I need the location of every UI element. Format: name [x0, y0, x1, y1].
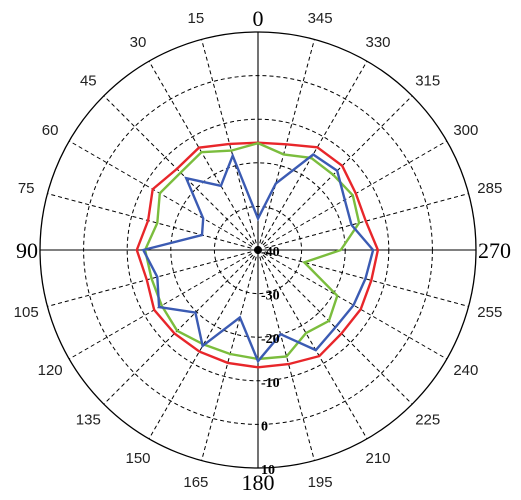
angle-tick-label: 15 — [188, 10, 205, 27]
angle-tick-label: 195 — [308, 474, 333, 491]
angle-tick-label: 45 — [80, 72, 97, 89]
radial-tick-label: -30 — [261, 289, 280, 304]
angle-tick-label: 210 — [365, 450, 390, 467]
angle-tick-label: 270 — [478, 238, 511, 263]
grid-spoke — [103, 249, 259, 405]
radial-tick-labels: -40 -30 -20 -10 0 10 — [261, 245, 280, 478]
angle-tick-label: 345 — [308, 10, 333, 27]
angle-tick-label: 300 — [453, 122, 478, 139]
angle-tick-label: 60 — [42, 122, 59, 139]
radial-tick-label: -10 — [261, 376, 280, 391]
angle-tick-label: 0 — [253, 6, 264, 31]
angle-tick-label: 285 — [477, 180, 502, 197]
angle-tick-label: 180 — [242, 470, 275, 495]
grid-spoke — [257, 95, 413, 251]
grid-spoke — [257, 249, 469, 307]
series-line-1 — [135, 141, 380, 369]
angle-tick-label: 105 — [14, 304, 39, 321]
angle-tick-labels: 0 15 30 45 60 75 90 105 120 135 150 165 180 195 210 225… — [14, 6, 511, 495]
angle-tick-label: 90 — [16, 238, 38, 263]
grid-spoke — [201, 249, 259, 461]
radial-tick-label: 10 — [261, 463, 275, 478]
grid-spoke — [257, 140, 448, 251]
radial-tick-label: -20 — [261, 332, 280, 347]
angle-tick-label: 150 — [125, 450, 150, 467]
grid-spoke — [148, 60, 259, 251]
grid-spoke — [257, 193, 469, 251]
series-line-2 — [143, 141, 361, 361]
grid-spoke — [148, 249, 259, 440]
grid-spoke — [257, 60, 368, 251]
angle-tick-label: 255 — [477, 304, 502, 321]
angle-tick-label: 225 — [415, 412, 440, 429]
angle-tick-label: 30 — [130, 34, 147, 51]
grid-spoke — [47, 193, 259, 251]
angle-tick-label: 330 — [365, 34, 390, 51]
series-line-3 — [141, 152, 375, 364]
angle-tick-label: 240 — [453, 362, 478, 379]
angle-tick-label: 120 — [38, 362, 63, 379]
angle-tick-label: 165 — [183, 474, 208, 491]
series-layer — [135, 141, 380, 369]
grid-spoke — [257, 249, 368, 440]
grid-spoke — [68, 249, 259, 360]
grid-spoke — [47, 249, 259, 307]
polar-grid — [39, 31, 477, 469]
grid-spoke — [257, 249, 448, 360]
angle-tick-label: 135 — [76, 412, 101, 429]
angle-tick-label: 75 — [18, 180, 35, 197]
radial-tick-label: -40 — [261, 245, 280, 260]
radial-tick-label: 0 — [261, 419, 268, 434]
angle-tick-label: 315 — [415, 72, 440, 89]
grid-spoke — [68, 140, 259, 251]
